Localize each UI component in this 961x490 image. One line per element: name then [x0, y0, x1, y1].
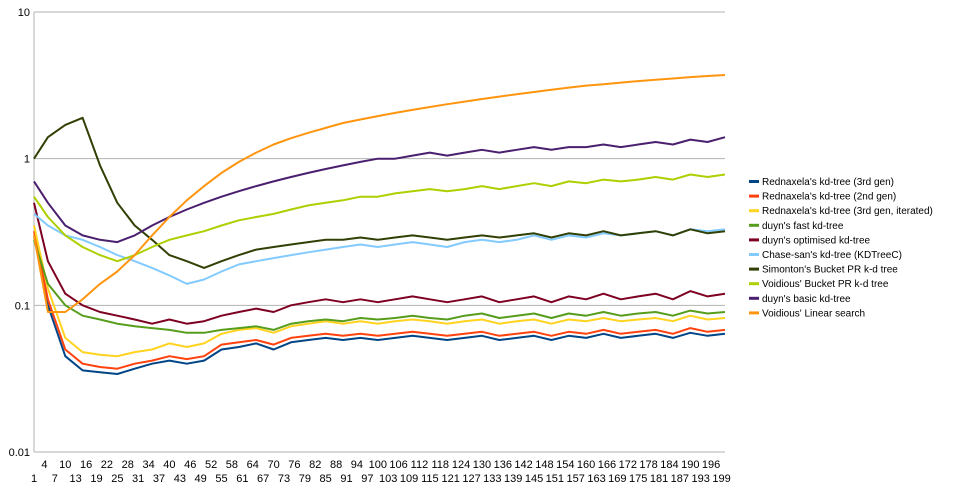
legend-label: duyn's optimised kd-tree: [762, 235, 871, 246]
x-tick-label: 154: [556, 459, 574, 471]
grid-lines: [34, 11, 725, 453]
x-tick-label: 49: [195, 473, 207, 485]
x-tick-label: 61: [236, 473, 248, 485]
x-tick-label: 130: [473, 459, 491, 471]
x-tick-label: 82: [309, 459, 321, 471]
x-tick-label: 46: [184, 459, 196, 471]
legend-label: duyn's basic kd-tree: [762, 294, 851, 305]
legend-label: Rednaxela's kd-tree (3rd gen, iterated): [762, 206, 933, 217]
legend-label: Chase-san's kd-tree (KDTreeC): [762, 250, 902, 261]
x-tick-label: 106: [389, 459, 407, 471]
x-tick-label: 100: [369, 459, 387, 471]
x-tick-label: 4: [41, 459, 47, 471]
y-tick-label: 0.1: [15, 300, 30, 312]
x-tick-label: 142: [514, 459, 532, 471]
x-tick-label: 139: [504, 473, 522, 485]
x-tick-label: 19: [90, 473, 102, 485]
series-line-7: [33, 173, 726, 263]
x-tick-label: 172: [619, 459, 637, 471]
series-line-2: [33, 225, 726, 358]
legend-label: duyn's fast kd-tree: [762, 221, 844, 232]
x-tick-label: 124: [452, 459, 470, 471]
legend-label: Rednaxela's kd-tree (3rd gen): [762, 177, 894, 188]
x-tick-label: 34: [142, 459, 154, 471]
axes: [33, 12, 725, 453]
x-tick-label: 85: [320, 473, 332, 485]
legend-label: Voidious' Linear search: [762, 308, 865, 319]
x-tick-label: 178: [639, 459, 657, 471]
series-line-0: [33, 235, 726, 375]
x-tick-label: 1: [31, 473, 37, 485]
x-tick-label: 181: [650, 473, 668, 485]
x-tick-label: 7: [52, 473, 58, 485]
x-tick-label: 112: [411, 459, 429, 471]
x-tick-label: 64: [247, 459, 259, 471]
x-tick-label: 70: [267, 459, 279, 471]
x-tick-label: 37: [153, 473, 165, 485]
x-tick-label: 67: [257, 473, 269, 485]
x-tick-label: 103: [379, 473, 397, 485]
x-tick-labels: 4 10 16 22 28 34 40 46 52 58 64 70 76 82 88 94 100 106 112…: [31, 459, 731, 485]
x-tick-label: 10: [59, 459, 71, 471]
x-tick-label: 175: [629, 473, 647, 485]
x-tick-label: 52: [205, 459, 217, 471]
x-tick-label: 31: [132, 473, 144, 485]
x-tick-label: 73: [278, 473, 290, 485]
y-tick-label: 1: [24, 154, 30, 166]
x-tick-label: 151: [546, 473, 564, 485]
x-tick-label: 145: [525, 473, 543, 485]
x-tick-label: 157: [567, 473, 585, 485]
y-tick-label: 0.01: [9, 447, 30, 459]
x-tick-label: 28: [122, 459, 134, 471]
x-tick-label: 166: [598, 459, 616, 471]
y-tick-labels: 10 1 0.1 0.01: [9, 7, 30, 459]
x-tick-label: 187: [671, 473, 689, 485]
series-line-5: [33, 213, 726, 285]
x-tick-label: 199: [712, 473, 730, 485]
x-tick-label: 76: [288, 459, 300, 471]
x-tick-label: 58: [226, 459, 238, 471]
x-tick-label: 127: [462, 473, 480, 485]
legend: Rednaxela's kd-tree (3rd gen) Rednaxela's…: [749, 177, 933, 319]
x-tick-label: 190: [681, 459, 699, 471]
legend-label: Simonton's Bucket PR k-d tree: [762, 265, 898, 276]
x-tick-label: 169: [608, 473, 626, 485]
legend-label: Rednaxela's kd-tree (2nd gen): [762, 192, 896, 203]
series-lines: [33, 74, 726, 375]
x-tick-label: 133: [483, 473, 501, 485]
x-tick-label: 163: [587, 473, 605, 485]
series-line-3: [33, 239, 726, 334]
x-tick-label: 136: [494, 459, 512, 471]
x-tick-label: 43: [174, 473, 186, 485]
x-tick-label: 118: [431, 459, 449, 471]
x-tick-label: 16: [80, 459, 92, 471]
x-tick-label: 79: [299, 473, 311, 485]
series-line-1: [33, 231, 726, 370]
x-tick-label: 160: [577, 459, 595, 471]
x-tick-label: 193: [692, 473, 710, 485]
x-tick-label: 88: [330, 459, 342, 471]
x-tick-label: 91: [340, 473, 352, 485]
x-tick-label: 97: [361, 473, 373, 485]
x-tick-label: 121: [442, 473, 460, 485]
x-tick-label: 115: [421, 473, 439, 485]
x-tick-label: 22: [101, 459, 113, 471]
x-tick-label: 55: [215, 473, 227, 485]
x-tick-label: 184: [660, 459, 678, 471]
x-tick-label: 196: [702, 459, 720, 471]
series-line-6: [33, 116, 726, 269]
x-tick-label: 13: [70, 473, 82, 485]
x-tick-label: 25: [111, 473, 123, 485]
x-tick-label: 94: [351, 459, 363, 471]
series-line-4: [33, 202, 726, 325]
x-tick-label: 109: [400, 473, 418, 485]
series-line-8: [33, 136, 726, 244]
y-tick-label: 10: [18, 7, 30, 19]
x-tick-label: 148: [535, 459, 553, 471]
series-line-9: [33, 74, 726, 313]
x-tick-label: 40: [163, 459, 175, 471]
legend-label: Voidious' Bucket PR k-d tree: [762, 279, 889, 290]
